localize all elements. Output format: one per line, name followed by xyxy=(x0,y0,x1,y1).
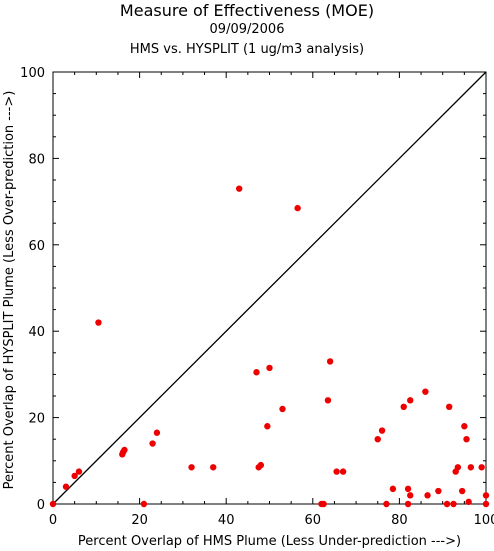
data-point xyxy=(374,436,381,443)
y-tick-label: 100 xyxy=(20,66,45,81)
x-tick-labels: 0 20 40 60 80 100 xyxy=(49,513,494,528)
data-point xyxy=(389,485,397,493)
data-point xyxy=(454,464,462,471)
chart-subtitle-date: 09/09/2006 xyxy=(209,22,285,37)
data-point xyxy=(188,464,195,471)
data-point xyxy=(266,364,273,372)
data-point xyxy=(478,464,485,471)
data-point xyxy=(333,468,340,475)
x-tick-label: 100 xyxy=(474,513,494,528)
data-point xyxy=(62,483,70,490)
data-point xyxy=(378,427,386,434)
data-point xyxy=(264,423,271,430)
x-axis-label: Percent Overlap of HMS Plume (Less Under… xyxy=(78,534,461,549)
y-tick-label: 40 xyxy=(28,325,45,340)
data-point xyxy=(71,472,78,480)
data-points xyxy=(49,185,490,508)
chart-subtitle-analysis: HMS vs. HYSPLIT (1 ug/m3 analysis) xyxy=(129,42,365,57)
data-point xyxy=(257,461,265,469)
data-point xyxy=(424,492,431,499)
data-point xyxy=(461,423,468,430)
data-point xyxy=(235,185,243,192)
data-point xyxy=(435,487,442,495)
y-tick-label: 0 xyxy=(37,498,45,513)
data-point xyxy=(95,319,102,326)
data-point xyxy=(465,498,472,506)
data-point xyxy=(443,500,451,508)
data-point xyxy=(407,492,414,499)
data-point xyxy=(49,500,57,508)
data-point xyxy=(467,464,475,471)
x-tick-label: 0 xyxy=(49,513,57,528)
data-point xyxy=(339,468,347,475)
x-tick-label: 20 xyxy=(131,513,148,528)
y-axis-label: Percent Overlap of HYSPLIT Plume (Less O… xyxy=(2,91,17,490)
data-point xyxy=(482,492,490,499)
data-point xyxy=(140,500,148,508)
y-tick-label: 60 xyxy=(28,239,45,254)
data-point xyxy=(320,500,327,508)
y-tick-label: 80 xyxy=(28,152,45,167)
data-point xyxy=(324,397,332,404)
data-point xyxy=(149,440,156,447)
plot-frame xyxy=(52,71,487,505)
x-tick-label: 40 xyxy=(218,513,235,528)
data-point xyxy=(404,500,412,508)
data-point xyxy=(445,403,453,410)
data-point xyxy=(153,429,161,436)
data-point xyxy=(400,403,407,410)
data-point xyxy=(294,204,301,212)
data-point xyxy=(450,500,457,508)
data-point xyxy=(75,468,83,475)
data-point xyxy=(119,448,127,456)
data-point xyxy=(407,397,414,404)
data-point xyxy=(253,369,260,376)
data-point xyxy=(279,405,286,413)
x-tick-label: 60 xyxy=(305,513,322,528)
data-point xyxy=(458,487,466,495)
data-point xyxy=(463,436,470,443)
data-point xyxy=(326,358,334,365)
data-point xyxy=(422,388,429,395)
data-point xyxy=(404,485,412,493)
one-to-one-reference-line xyxy=(52,71,487,505)
y-tick-label: 20 xyxy=(28,412,45,427)
y-tick-labels: 0 20 40 60 80 100 xyxy=(20,66,45,513)
data-point xyxy=(383,500,390,508)
data-point xyxy=(210,464,217,471)
data-point xyxy=(482,500,490,508)
chart-title: Measure of Effectiveness (MOE) xyxy=(119,1,375,20)
x-tick-label: 80 xyxy=(391,513,408,528)
